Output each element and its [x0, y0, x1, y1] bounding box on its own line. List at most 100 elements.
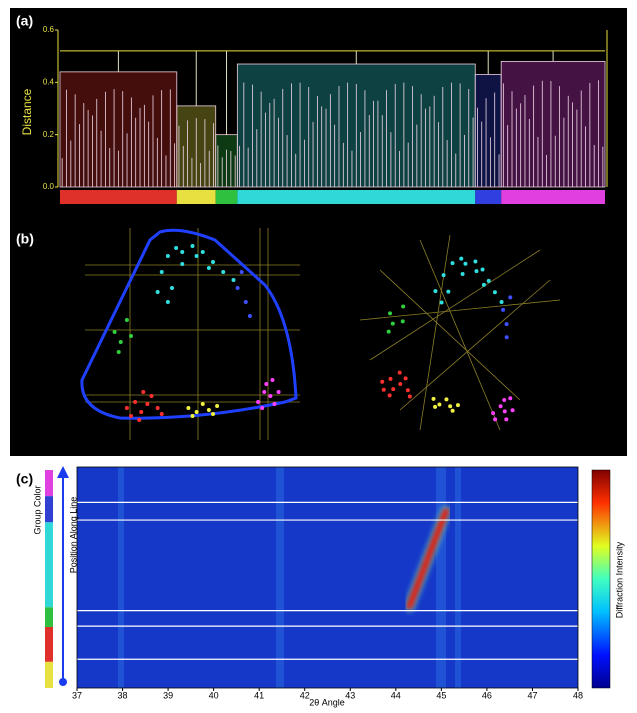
point-3d	[481, 282, 486, 287]
peak	[405, 507, 450, 610]
point-3d	[474, 269, 479, 274]
x-tick-label: 45	[436, 690, 446, 700]
point-3d	[433, 289, 438, 294]
panel-background	[10, 8, 627, 456]
point-3d	[460, 272, 465, 277]
point	[206, 408, 211, 412]
point-3d	[446, 289, 451, 294]
point	[247, 314, 252, 318]
point-3d	[473, 259, 478, 264]
point	[165, 300, 170, 304]
x-tick-label: 46	[482, 690, 492, 700]
point-3d	[501, 307, 506, 312]
x-tick-label: 42	[300, 690, 310, 700]
point-3d	[387, 393, 392, 398]
group-color	[45, 626, 53, 662]
x-tick-label: 47	[527, 690, 537, 700]
point-3d	[405, 388, 410, 393]
point	[190, 414, 195, 418]
point	[137, 418, 142, 422]
y-tick-label: 0.0	[43, 182, 55, 191]
group-color	[45, 470, 53, 497]
point-3d	[480, 267, 485, 272]
y-axis-label: Position Along Line	[68, 497, 78, 574]
point	[124, 406, 129, 410]
x-axis-label: 2θ Angle	[309, 697, 345, 707]
x-tick-label: 40	[209, 690, 219, 700]
point	[165, 254, 170, 258]
point	[272, 402, 277, 406]
point	[180, 250, 185, 254]
group-color	[45, 496, 53, 523]
point	[200, 402, 205, 406]
x-tick-label: 38	[118, 690, 128, 700]
point	[190, 244, 195, 248]
point-3d	[400, 319, 405, 324]
point	[133, 400, 138, 404]
point-3d	[386, 329, 391, 334]
point	[194, 410, 199, 414]
point-3d	[502, 397, 507, 402]
point	[124, 318, 129, 322]
point	[145, 402, 150, 406]
x-tick-label: 39	[163, 690, 173, 700]
point-3d	[448, 404, 453, 409]
point	[159, 412, 164, 416]
point-3d	[397, 370, 402, 375]
y-tick-label: 0.4	[43, 77, 55, 86]
point-3d	[401, 304, 406, 309]
heatmap-background	[77, 467, 578, 688]
point	[231, 278, 236, 282]
point-3d	[439, 300, 444, 305]
point	[159, 270, 164, 274]
x-tick-label: 44	[391, 690, 401, 700]
leaf-color-bar	[501, 190, 605, 204]
heatmap-frame	[76, 466, 579, 689]
grid-lines	[85, 228, 561, 440]
panel-label: (b)	[16, 231, 34, 247]
point	[141, 390, 146, 394]
point	[139, 410, 144, 414]
arrow-start	[59, 678, 67, 686]
point-3d	[381, 387, 386, 392]
x-tick-label: 41	[254, 690, 264, 700]
panel-label: (c)	[16, 471, 33, 487]
group-label: Group Color	[32, 485, 42, 534]
group-color	[45, 661, 53, 688]
point	[243, 300, 248, 304]
point-3d	[444, 397, 449, 402]
point	[200, 250, 205, 254]
point	[270, 378, 275, 382]
point-3d	[441, 273, 446, 278]
panel-label: (a)	[16, 13, 33, 29]
point	[264, 382, 269, 386]
leaf-color-bar	[176, 190, 216, 204]
point	[235, 286, 240, 290]
group-color	[45, 607, 53, 627]
point	[276, 390, 281, 394]
point	[194, 254, 199, 258]
point-3d	[510, 408, 515, 413]
point-3d	[391, 387, 396, 392]
point	[170, 286, 174, 290]
cluster	[474, 74, 502, 188]
point-3d	[504, 322, 509, 327]
point	[174, 246, 179, 250]
point	[129, 414, 133, 418]
point	[211, 260, 215, 264]
leaf-color-bar	[475, 190, 502, 204]
point-3d	[463, 261, 468, 266]
point-3d	[493, 417, 498, 422]
point-3d	[398, 382, 403, 387]
point-3d	[508, 396, 513, 401]
point	[256, 400, 261, 404]
point	[260, 406, 265, 410]
y-tick-label: 0.2	[43, 130, 55, 139]
point	[116, 350, 121, 354]
point-3d	[504, 417, 509, 422]
point-3d	[492, 290, 497, 295]
point	[112, 330, 117, 334]
point-3d	[433, 404, 438, 409]
heatmap-texture	[118, 467, 461, 688]
